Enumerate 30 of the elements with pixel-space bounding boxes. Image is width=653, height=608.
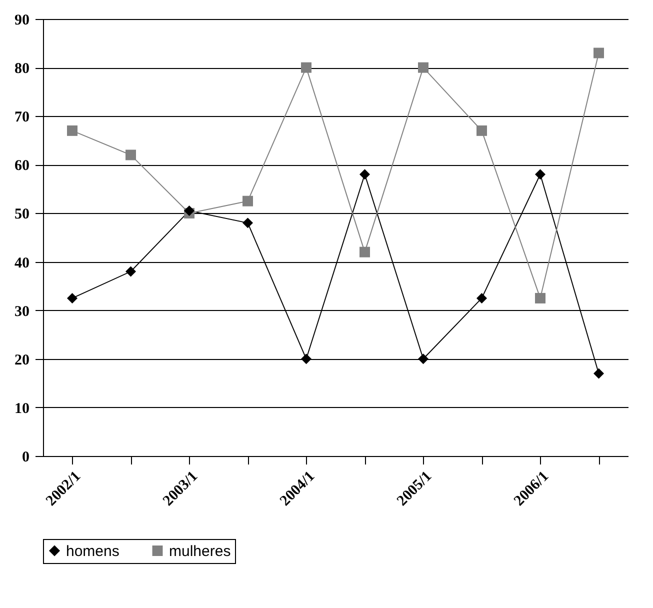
y-tick-label: 70 <box>14 110 30 126</box>
point <box>301 354 312 364</box>
point <box>360 169 370 180</box>
y-tick-label: 50 <box>14 206 30 223</box>
point <box>594 368 604 379</box>
legend-label: homens <box>66 542 120 560</box>
point <box>301 62 312 73</box>
point <box>126 150 136 160</box>
point <box>418 62 428 73</box>
y-tick-label: 0 <box>22 450 30 466</box>
point <box>67 292 78 304</box>
point <box>242 196 253 206</box>
y-tick-label: 20 <box>14 352 30 368</box>
point <box>126 266 136 277</box>
legend-label: mulheres <box>169 542 231 560</box>
point <box>242 218 253 228</box>
y-tick-label: 10 <box>14 400 30 417</box>
point <box>535 292 546 304</box>
y-tick-label: 90 <box>14 12 30 28</box>
y-tick-label: 80 <box>14 61 30 78</box>
y-tick-label: 30 <box>14 304 30 320</box>
point <box>594 48 604 58</box>
point <box>67 125 78 136</box>
point <box>476 125 487 136</box>
point <box>418 354 428 364</box>
point <box>476 292 487 304</box>
y-tick-label: 60 <box>14 158 30 174</box>
point <box>360 246 370 258</box>
point <box>535 169 546 180</box>
y-tick-label: 40 <box>14 255 30 272</box>
